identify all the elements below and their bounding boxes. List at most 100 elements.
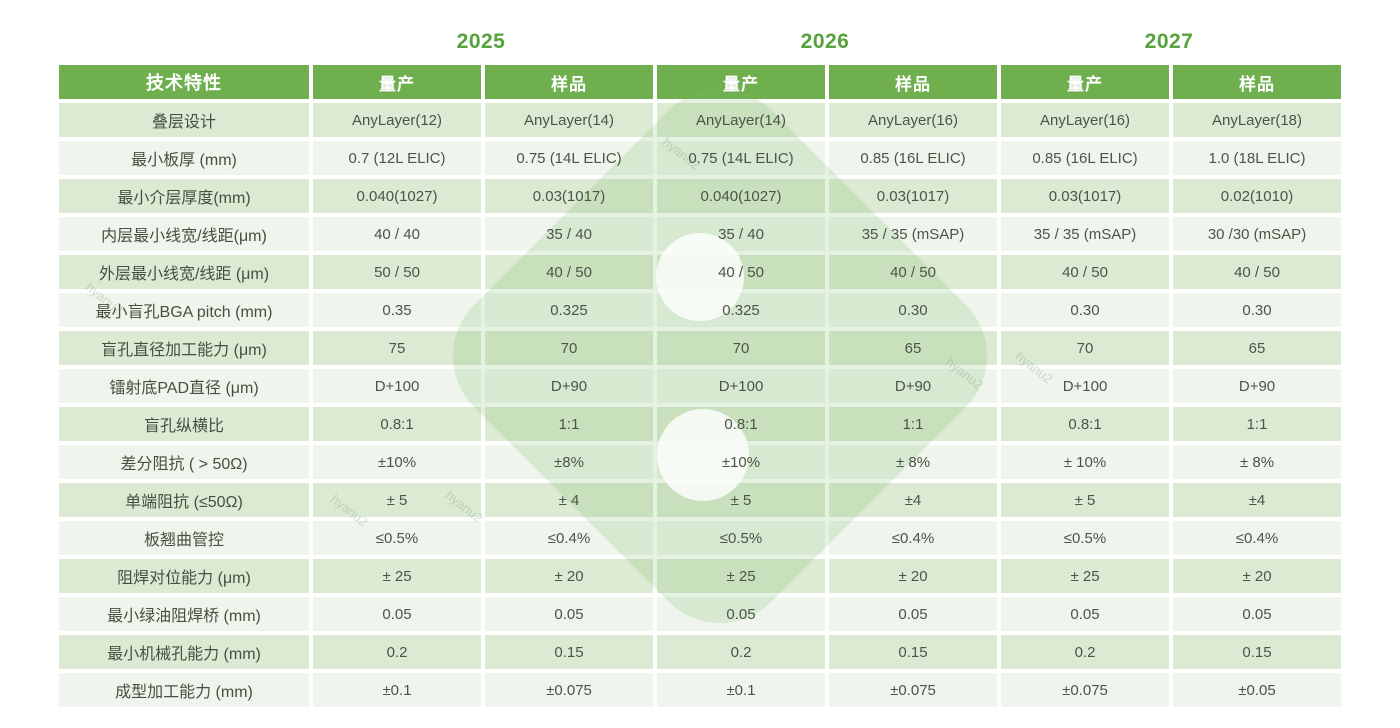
table-cell: 1:1 xyxy=(829,407,997,441)
table-cell: ±10% xyxy=(313,445,481,479)
table-cell: 40 / 40 xyxy=(313,217,481,251)
table-cell: ±0.075 xyxy=(1001,673,1169,707)
table-cell: ≤0.4% xyxy=(485,521,653,555)
table-cell: 1:1 xyxy=(485,407,653,441)
row-label: 板翘曲管控 xyxy=(59,521,309,555)
table-cell: 65 xyxy=(829,331,997,365)
table-cell: ± 5 xyxy=(313,483,481,517)
table-cell: ±0.05 xyxy=(1173,673,1341,707)
table-cell: 0.15 xyxy=(1173,635,1341,669)
row-label: 叠层设计 xyxy=(59,103,309,137)
table-cell: ± 5 xyxy=(1001,483,1169,517)
table-cell: 70 xyxy=(485,331,653,365)
row-label: 单端阻抗 (≤50Ω) xyxy=(59,483,309,517)
row-label: 最小介层厚度(mm) xyxy=(59,179,309,213)
table-cell: 0.05 xyxy=(1001,597,1169,631)
table-cell: D+100 xyxy=(657,369,825,403)
table-cell: 0.325 xyxy=(485,293,653,327)
table-cell: 0.03(1017) xyxy=(485,179,653,213)
row-label: 最小绿油阻焊桥 (mm) xyxy=(59,597,309,631)
table-cell: ± 25 xyxy=(313,559,481,593)
table-row: 成型加工能力 (mm) ±0.1 ±0.075 ±0.1 ±0.075 ±0.075 ±0.… xyxy=(59,673,1341,707)
table-cell: ± 5 xyxy=(657,483,825,517)
table-row: 最小介层厚度(mm) 0.040(1027) 0.03(1017) 0.040(102… xyxy=(59,179,1341,213)
table-row: 差分阻抗 ( > 50Ω) ±10% ±8% ±10% ± 8% ± 10% ± 8% xyxy=(59,445,1341,479)
table-cell: ±10% xyxy=(657,445,825,479)
spec-table: 技术特性 量产 样品 量产 样品 量产 样品 叠层设计 AnyLayer(12) A… xyxy=(55,61,1345,711)
table-cell: ± 20 xyxy=(485,559,653,593)
spec-table-header: 技术特性 量产 样品 量产 样品 量产 样品 xyxy=(59,65,1341,99)
table-row: 最小绿油阻焊桥 (mm) 0.05 0.05 0.05 0.05 0.05 0.05 xyxy=(59,597,1341,631)
table-cell: ± 8% xyxy=(1173,445,1341,479)
table-cell: 0.03(1017) xyxy=(1001,179,1169,213)
row-label: 最小板厚 (mm) xyxy=(59,141,309,175)
table-cell: 0.03(1017) xyxy=(829,179,997,213)
table-cell: D+100 xyxy=(1001,369,1169,403)
row-label: 阻焊对位能力 (μm) xyxy=(59,559,309,593)
table-cell: 0.05 xyxy=(313,597,481,631)
row-label: 镭射底PAD直径 (μm) xyxy=(59,369,309,403)
table-cell: 0.75 (14L ELIC) xyxy=(657,141,825,175)
table-cell: 0.05 xyxy=(829,597,997,631)
table-cell: ±4 xyxy=(829,483,997,517)
table-cell: 40 / 50 xyxy=(657,255,825,289)
row-label: 最小盲孔BGA pitch (mm) xyxy=(59,293,309,327)
table-cell: AnyLayer(14) xyxy=(485,103,653,137)
table-row: 外层最小线宽/线距 (μm) 50 / 50 40 / 50 40 / 50 40 / … xyxy=(59,255,1341,289)
spec-table-body: 叠层设计 AnyLayer(12) AnyLayer(14) AnyLayer(14)… xyxy=(59,103,1341,707)
column-header-sample-2025: 样品 xyxy=(485,65,653,99)
table-cell: ± 25 xyxy=(657,559,825,593)
table-cell: 0.05 xyxy=(1173,597,1341,631)
table-cell: ±0.1 xyxy=(657,673,825,707)
year-row-spacer xyxy=(55,30,309,54)
table-cell: D+90 xyxy=(1173,369,1341,403)
table-cell: ±0.1 xyxy=(313,673,481,707)
table-cell: 35 / 35 (mSAP) xyxy=(829,217,997,251)
table-cell: ≤0.4% xyxy=(829,521,997,555)
header-row: 技术特性 量产 样品 量产 样品 量产 样品 xyxy=(59,65,1341,99)
table-cell: ≤0.5% xyxy=(1001,521,1169,555)
table-cell: 0.8:1 xyxy=(1001,407,1169,441)
table-cell: 75 xyxy=(313,331,481,365)
table-cell: 0.2 xyxy=(657,635,825,669)
table-row: 盲孔纵横比 0.8:1 1:1 0.8:1 1:1 0.8:1 1:1 xyxy=(59,407,1341,441)
table-cell: ± 20 xyxy=(829,559,997,593)
table-cell: 70 xyxy=(1001,331,1169,365)
column-header-sample-2027: 样品 xyxy=(1173,65,1341,99)
table-cell: ± 8% xyxy=(829,445,997,479)
table-row: 阻焊对位能力 (μm) ± 25 ± 20 ± 25 ± 20 ± 25 ± 20 xyxy=(59,559,1341,593)
table-cell: ≤0.4% xyxy=(1173,521,1341,555)
table-cell: ± 4 xyxy=(485,483,653,517)
table-cell: D+90 xyxy=(485,369,653,403)
row-label: 盲孔纵横比 xyxy=(59,407,309,441)
table-cell: 1:1 xyxy=(1173,407,1341,441)
table-cell: 40 / 50 xyxy=(485,255,653,289)
table-row: 镭射底PAD直径 (μm) D+100 D+90 D+100 D+90 D+100 D+90 xyxy=(59,369,1341,403)
table-cell: 0.7 (12L ELIC) xyxy=(313,141,481,175)
table-row: 单端阻抗 (≤50Ω) ± 5 ± 4 ± 5 ±4 ± 5 ±4 xyxy=(59,483,1341,517)
table-cell: ≤0.5% xyxy=(657,521,825,555)
table-cell: 40 / 50 xyxy=(1173,255,1341,289)
table-cell: 35 / 40 xyxy=(657,217,825,251)
table-cell: 70 xyxy=(657,331,825,365)
table-row: 内层最小线宽/线距(μm) 40 / 40 35 / 40 35 / 40 35 / 3… xyxy=(59,217,1341,251)
table-cell: ±0.075 xyxy=(485,673,653,707)
row-label: 盲孔直径加工能力 (μm) xyxy=(59,331,309,365)
table-cell: 0.8:1 xyxy=(657,407,825,441)
table-cell: 0.35 xyxy=(313,293,481,327)
year-label-2025: 2025 xyxy=(456,30,506,53)
table-cell: 40 / 50 xyxy=(829,255,997,289)
column-header-mass-production-2026: 量产 xyxy=(657,65,825,99)
table-cell: 0.05 xyxy=(657,597,825,631)
table-cell: ±0.075 xyxy=(829,673,997,707)
table-cell: 0.02(1010) xyxy=(1173,179,1341,213)
table-row: 最小机械孔能力 (mm) 0.2 0.15 0.2 0.15 0.2 0.15 xyxy=(59,635,1341,669)
table-cell: 0.15 xyxy=(829,635,997,669)
year-label-2027: 2027 xyxy=(1144,30,1194,53)
table-cell: 0.85 (16L ELIC) xyxy=(829,141,997,175)
table-row: 叠层设计 AnyLayer(12) AnyLayer(14) AnyLayer(14)… xyxy=(59,103,1341,137)
row-label: 内层最小线宽/线距(μm) xyxy=(59,217,309,251)
table-cell: 35 / 35 (mSAP) xyxy=(1001,217,1169,251)
table-cell: 0.05 xyxy=(485,597,653,631)
table-cell: ≤0.5% xyxy=(313,521,481,555)
